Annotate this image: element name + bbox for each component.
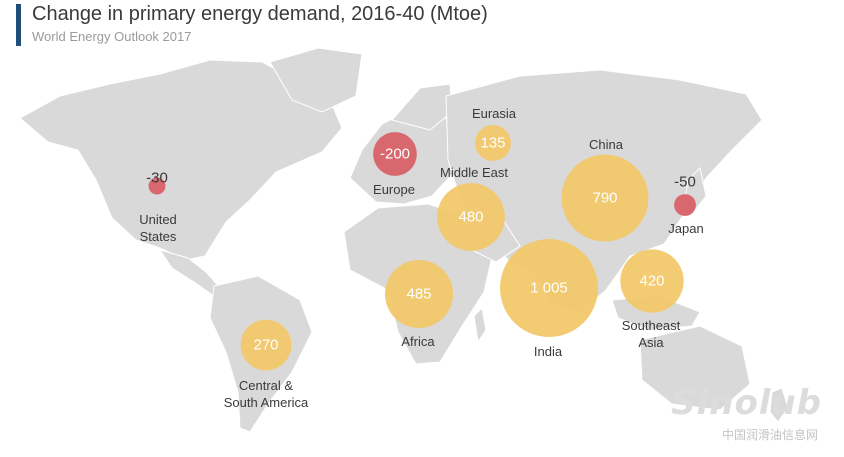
bubble-europe — [373, 132, 417, 176]
value-label-united-states: -30 — [146, 170, 168, 187]
sinolub-site-name: 中国润滑油信息网 — [721, 428, 818, 442]
bubble-china — [561, 154, 649, 242]
region-label-china: China — [589, 137, 624, 152]
land-new-zealand — [769, 387, 789, 423]
land-north-america — [19, 59, 343, 261]
value-label-middle-east: 480 — [458, 209, 483, 226]
bubble-central-south-america — [240, 319, 292, 371]
region-label-eurasia: Eurasia — [472, 106, 517, 121]
value-label-japan: -50 — [674, 174, 696, 191]
bubble-united-states — [148, 177, 166, 195]
value-label-africa: 485 — [406, 286, 431, 303]
region-label-southeast-asia: Southeast Asia — [622, 318, 681, 350]
bubble-eurasia — [475, 125, 511, 161]
land-layer — [19, 47, 789, 433]
bubble-india — [500, 239, 598, 337]
value-label-southeast-asia: 420 — [639, 273, 664, 290]
bubble-layer: -30 United States 270 Central & South America… — [139, 106, 704, 410]
land-madagascar — [473, 306, 487, 344]
value-label-india: 1 005 — [530, 280, 568, 297]
value-label-china: 790 — [592, 190, 617, 207]
bubble-japan — [674, 194, 696, 216]
land-australia — [639, 325, 751, 411]
title-accent-bar — [16, 4, 21, 46]
bubble-africa — [384, 259, 454, 329]
value-label-europe: -200 — [380, 146, 410, 163]
region-label-central-south-america: Central & South America — [224, 378, 309, 410]
region-label-united-states: United States — [139, 212, 177, 244]
value-label-central-south-america: 270 — [253, 337, 278, 354]
region-label-europe: Europe — [373, 182, 415, 197]
sinolub-logo: Sinolub — [671, 383, 822, 423]
value-label-eurasia: 135 — [480, 135, 505, 152]
land-greenland — [269, 47, 363, 113]
region-label-india: India — [534, 344, 563, 359]
chart-subtitle: World Energy Outlook 2017 — [32, 29, 192, 44]
bubble-southeast-asia — [620, 249, 684, 313]
region-label-africa: Africa — [401, 334, 435, 349]
chart-title: Change in primary energy demand, 2016-40… — [32, 3, 488, 25]
region-label-japan: Japan — [668, 221, 703, 236]
bubble-middle-east — [437, 183, 505, 251]
region-label-middle-east: Middle East — [440, 165, 508, 180]
